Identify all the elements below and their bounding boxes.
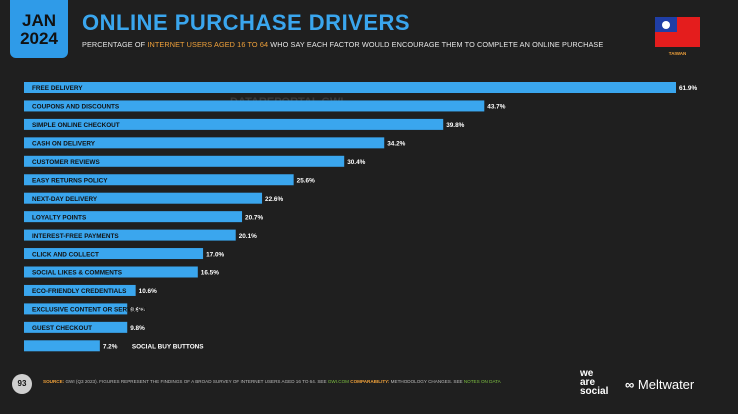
category-label-7: LOYALTY POINTS: [32, 214, 87, 221]
bar-11: [24, 284, 136, 296]
value-label-11: 10.6%: [139, 288, 157, 295]
bar-13: [24, 321, 128, 333]
we-are-social-logo: we are social: [580, 368, 609, 397]
value-label-0: 61.9%: [679, 85, 697, 92]
bar-3: [24, 137, 385, 149]
bar-10: [24, 266, 198, 278]
category-label-10: SOCIAL LIKES & COMMENTS: [32, 270, 123, 277]
bar-6: [24, 192, 263, 204]
taiwan-flag-icon: [655, 17, 700, 47]
value-label-10: 16.5%: [201, 270, 219, 277]
bar-14: [24, 340, 100, 352]
value-label-4: 30.4%: [347, 159, 365, 166]
category-label-4: CUSTOMER REVIEWS: [32, 159, 100, 166]
subtitle-highlight: INTERNET USERS AGED 16 TO 64: [147, 40, 269, 49]
flag-sun-icon: [662, 20, 670, 29]
source-key: SOURCE:: [43, 379, 65, 384]
category-label-8: INTEREST-FREE PAYMENTS: [32, 233, 119, 240]
comparability-text: METHODOLOGY CHANGES. SEE: [389, 379, 464, 384]
source-text: GWI (Q3 2023). FIGURES REPRESENT THE FIN…: [64, 379, 328, 384]
date-month: JAN: [21, 11, 56, 30]
notes-link[interactable]: NOTES ON DATA: [463, 379, 501, 384]
value-label-7: 20.7%: [245, 214, 263, 221]
bar-9: [24, 248, 204, 260]
value-label-9: 17.0%: [206, 251, 224, 258]
bar-4: [24, 155, 345, 167]
source-link[interactable]: GWI.COM: [327, 379, 349, 384]
bar-12: [24, 303, 128, 315]
category-label-13: GUEST CHECKOUT: [32, 325, 92, 332]
value-label-6: 22.6%: [265, 196, 283, 203]
value-label-1: 43.7%: [487, 104, 505, 111]
category-label-0: FREE DELIVERY: [32, 85, 83, 92]
category-label-12: EXCLUSIVE CONTENT OR SERVICES: [32, 307, 147, 314]
bar-chart: 61.9% FREE DELIVERY 43.7% COUPONS AND DISCO…: [24, 82, 697, 352]
meltwater-wordmark: Meltwater: [637, 377, 695, 392]
category-label-2: SIMPLE ONLINE CHECKOUT: [32, 122, 120, 129]
value-label-12: 9.8%: [130, 307, 145, 314]
bar-5: [24, 174, 294, 186]
page-edge: [738, 0, 744, 414]
subtitle-post: WHO SAY EACH FACTOR WOULD ENCOURAGE THEM…: [268, 40, 604, 49]
comparability-key: COMPARABILITY:: [349, 379, 390, 384]
meltwater-mark-icon: ∞: [625, 377, 638, 392]
bar-8: [24, 229, 236, 241]
category-label-1: COUPONS AND DISCOUNTS: [32, 104, 120, 111]
country-label: TAIWAN: [668, 51, 687, 56]
value-label-3: 34.2%: [387, 141, 405, 148]
bar-2: [24, 118, 444, 130]
page-number: 93: [12, 374, 32, 394]
category-label-3: CASH ON DELIVERY: [32, 141, 96, 148]
value-label-14: 7.2%: [103, 344, 118, 351]
category-label-9: CLICK AND COLLECT: [32, 251, 99, 258]
category-label-11: ECO-FRIENDLY CREDENTIALS: [32, 288, 127, 295]
date-badge: JAN 2024: [10, 0, 68, 58]
date-year: 2024: [20, 29, 58, 48]
category-label-6: NEXT-DAY DELIVERY: [32, 196, 98, 203]
value-label-8: 20.1%: [239, 233, 257, 240]
meltwater-logo: ∞ Meltwater: [625, 377, 694, 392]
subtitle-pre: PERCENTAGE OF: [82, 40, 148, 49]
bar-7: [24, 211, 243, 223]
page-title: ONLINE PURCHASE DRIVERS: [82, 10, 411, 35]
value-label-2: 39.8%: [446, 122, 464, 129]
bar-0: [24, 82, 676, 93]
flag-canton: [655, 17, 677, 32]
value-label-13: 9.8%: [130, 325, 145, 332]
page-subtitle: PERCENTAGE OF INTERNET USERS AGED 16 TO …: [82, 40, 603, 49]
bar-1: [24, 100, 485, 112]
category-label-14: SOCIAL BUY BUTTONS: [132, 344, 204, 351]
value-label-5: 25.6%: [297, 177, 315, 184]
source-note: SOURCE: GWI (Q3 2023). FIGURES REPRESENT…: [43, 379, 501, 384]
category-label-5: EASY RETURNS POLICY: [32, 177, 108, 184]
